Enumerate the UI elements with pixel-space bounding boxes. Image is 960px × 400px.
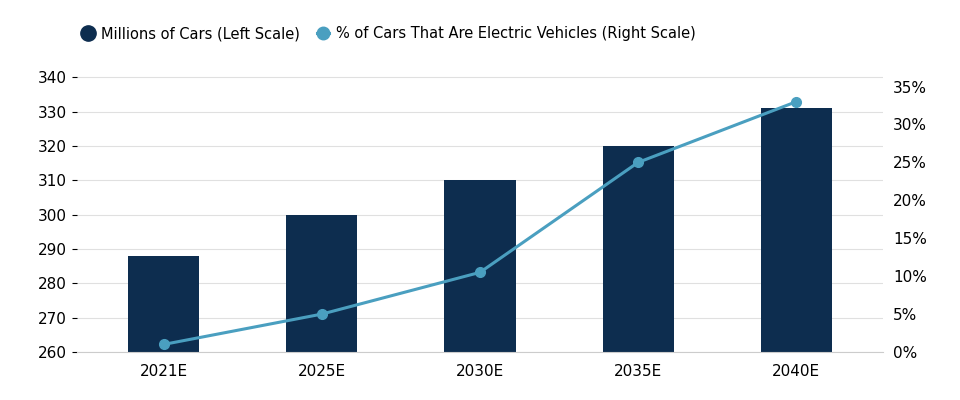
Bar xyxy=(129,256,200,352)
Bar xyxy=(603,146,674,352)
Bar xyxy=(444,180,516,352)
Bar xyxy=(286,214,357,352)
Legend: Millions of Cars (Left Scale), % of Cars That Are Electric Vehicles (Right Scale: Millions of Cars (Left Scale), % of Cars… xyxy=(76,20,702,47)
Bar xyxy=(760,108,831,352)
